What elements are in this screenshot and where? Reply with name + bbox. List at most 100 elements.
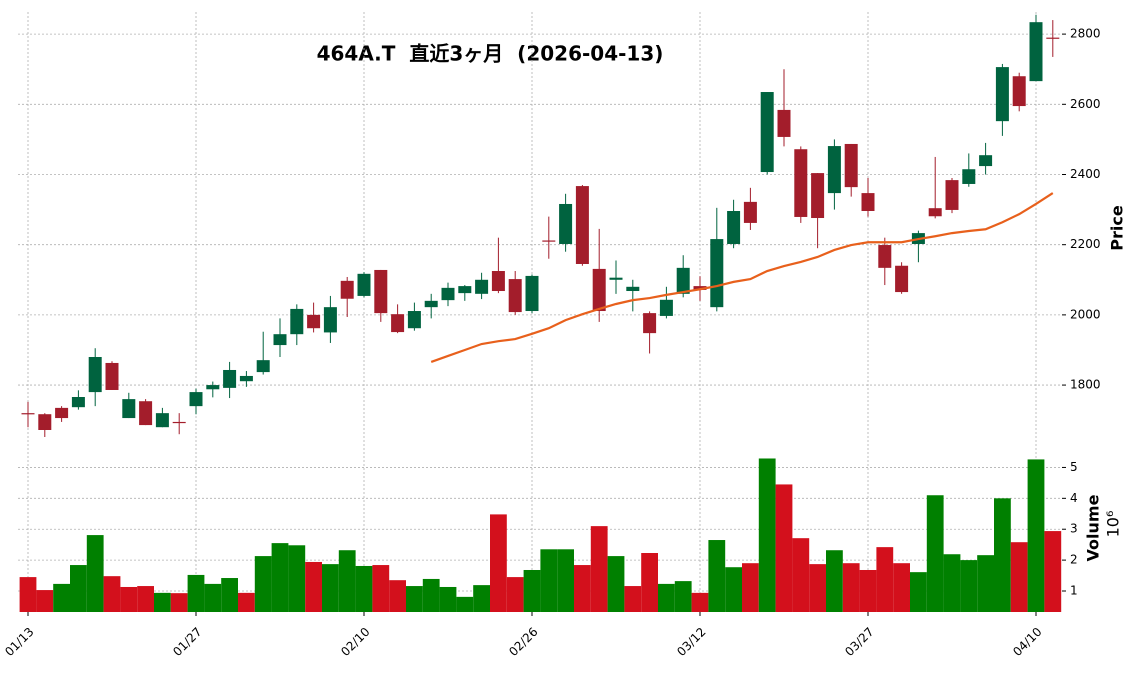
volume-bar <box>137 586 154 612</box>
volume-axis-label: Volume <box>1084 494 1103 561</box>
candle-body <box>995 67 1009 122</box>
volume-bar <box>1010 542 1028 612</box>
volume-bar <box>372 565 390 612</box>
candle-body <box>895 265 909 293</box>
candle-body <box>458 286 472 294</box>
volume-bar <box>809 564 826 612</box>
volume-bar <box>742 563 759 612</box>
volume-bar <box>238 592 255 612</box>
candle-body <box>508 279 522 313</box>
y-tick-label: 1800 <box>1070 378 1101 392</box>
volume-bar <box>422 578 440 612</box>
volume-bar <box>876 547 894 612</box>
volume-bar <box>859 569 877 612</box>
candle-body <box>290 308 304 335</box>
candle-body <box>139 401 153 426</box>
candle-body <box>1012 76 1026 107</box>
candle-body <box>861 193 875 211</box>
volume-bar <box>103 576 121 612</box>
volume-bar <box>456 596 474 612</box>
moving-average-line <box>430 192 1054 363</box>
y-axis-label: Price <box>1108 205 1127 251</box>
volume-bar <box>19 577 37 612</box>
candle-body <box>844 143 858 188</box>
volume-bar <box>36 590 54 612</box>
candle-body <box>21 413 35 415</box>
x-tick-label: 01/13 <box>2 625 36 659</box>
candle-body <box>38 414 52 430</box>
volume-bar <box>658 583 675 612</box>
volume-bar <box>439 586 457 612</box>
candle-body <box>391 314 405 333</box>
candle-body <box>357 273 371 296</box>
candle-body <box>475 279 489 294</box>
volume-bar <box>254 556 272 612</box>
candle-body <box>693 286 707 290</box>
volume-bar <box>53 583 70 612</box>
volume-tick-label: 5 <box>1070 460 1078 474</box>
candle-body <box>559 203 573 244</box>
candle-body <box>928 208 942 217</box>
volume-bar <box>926 495 944 612</box>
volume-bar <box>590 526 608 612</box>
candle-body <box>122 399 136 419</box>
candle-body <box>491 271 505 292</box>
volume-bar <box>221 578 238 612</box>
volume-bar <box>674 581 692 612</box>
x-tick-label: 01/27 <box>170 625 204 659</box>
y-tick-label: 2000 <box>1070 307 1101 321</box>
volume-bar <box>406 586 423 612</box>
volume-multiplier: 10⁶ <box>1104 511 1123 538</box>
candle-body <box>407 311 421 329</box>
volume-bar <box>490 514 507 612</box>
candle-body <box>811 173 825 219</box>
candle-body <box>88 356 102 393</box>
candle-body <box>206 385 220 390</box>
candle-body <box>71 397 85 408</box>
volume-bar <box>725 567 742 612</box>
volume-bar <box>943 554 961 612</box>
candle-body <box>525 275 539 312</box>
volume-bar <box>1027 459 1045 612</box>
chart-title: 464A.T 直近3ヶ月 (2026-04-13) <box>317 42 664 66</box>
candle-body <box>223 369 237 388</box>
candle-body <box>542 240 556 242</box>
volume-bar <box>338 550 356 612</box>
candle-body <box>979 155 993 167</box>
candle-body <box>273 334 287 346</box>
volume-bar <box>70 565 87 612</box>
volume-tick-label: 4 <box>1070 491 1078 505</box>
volume-bar <box>170 593 188 612</box>
volume-bar <box>271 543 289 612</box>
volume-bar <box>758 458 776 612</box>
candle-body <box>794 149 808 217</box>
volume-bar <box>994 498 1011 612</box>
candle-body <box>727 210 741 244</box>
volume-tick-label: 2 <box>1070 553 1078 567</box>
volume-bar <box>86 535 104 612</box>
volume-bar <box>826 550 843 612</box>
candle-body <box>307 314 321 329</box>
volume-bar <box>473 585 490 612</box>
y-tick-label: 2400 <box>1070 167 1101 181</box>
y-tick-label: 2800 <box>1070 27 1101 41</box>
candle-body <box>609 277 623 280</box>
volume-bar <box>574 565 591 612</box>
volume-bar <box>557 549 574 612</box>
y-tick-label: 2600 <box>1070 97 1101 111</box>
candle-body <box>1046 37 1060 39</box>
x-tick-label: 02/26 <box>506 625 540 659</box>
volume-bar <box>607 556 625 612</box>
x-tick-label: 03/12 <box>674 625 708 659</box>
volume-bar <box>120 586 138 612</box>
volume-bar <box>523 569 541 612</box>
candle-body <box>189 392 203 407</box>
candle-body <box>340 280 354 299</box>
volume-bar <box>624 586 642 612</box>
volume-bar <box>389 580 406 612</box>
volume-bar <box>691 592 709 612</box>
volume-bar <box>641 553 658 612</box>
x-tick-label: 04/10 <box>1010 625 1044 659</box>
candle-body <box>424 300 438 308</box>
candle-body <box>777 109 791 137</box>
